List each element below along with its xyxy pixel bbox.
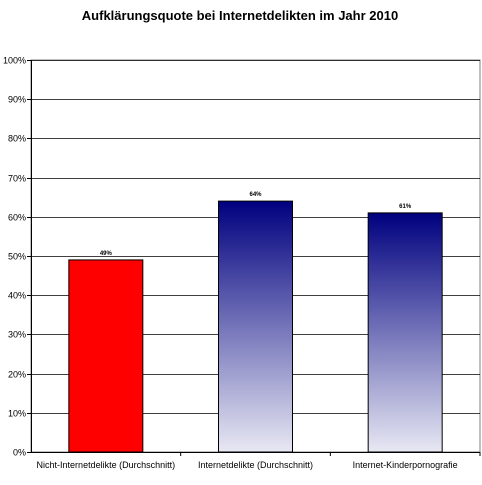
bar bbox=[68, 259, 144, 453]
data-label: 61% bbox=[399, 204, 412, 210]
y-tick-label: 100% bbox=[3, 56, 26, 66]
bar bbox=[367, 212, 443, 453]
y-tick-label: 90% bbox=[8, 95, 26, 105]
y-tick-label: 10% bbox=[8, 409, 26, 419]
y-tick-label: 0% bbox=[13, 448, 26, 458]
data-label: 64% bbox=[249, 192, 262, 198]
data-label: 49% bbox=[100, 251, 113, 257]
y-tick-label: 20% bbox=[8, 370, 26, 380]
x-category-label: Internet-Kinderpornografie bbox=[353, 460, 458, 470]
x-category-label: Internetdelikte (Durchschnitt) bbox=[198, 460, 313, 470]
x-category-label: Nicht-Internetdelikte (Durchschnitt) bbox=[37, 460, 176, 470]
y-tick-label: 80% bbox=[8, 134, 26, 144]
y-tick-label: 50% bbox=[8, 252, 26, 262]
labels: 49% Nicht-Internetdelikte (Durchschnitt) 6… bbox=[37, 192, 458, 470]
y-tick-label: 40% bbox=[8, 291, 26, 301]
bars bbox=[68, 200, 443, 453]
y-tick-label: 70% bbox=[8, 174, 26, 184]
y-tick-label: 60% bbox=[8, 213, 26, 223]
y-axis: 0% 10% 20% 30% 40% 50% 60% 70% 80% 90% 100% bbox=[3, 56, 481, 458]
bar bbox=[218, 200, 293, 453]
y-tick-label: 30% bbox=[8, 330, 26, 340]
chart-title: Aufklärungsquote bei Internetdelikten im… bbox=[82, 8, 398, 23]
